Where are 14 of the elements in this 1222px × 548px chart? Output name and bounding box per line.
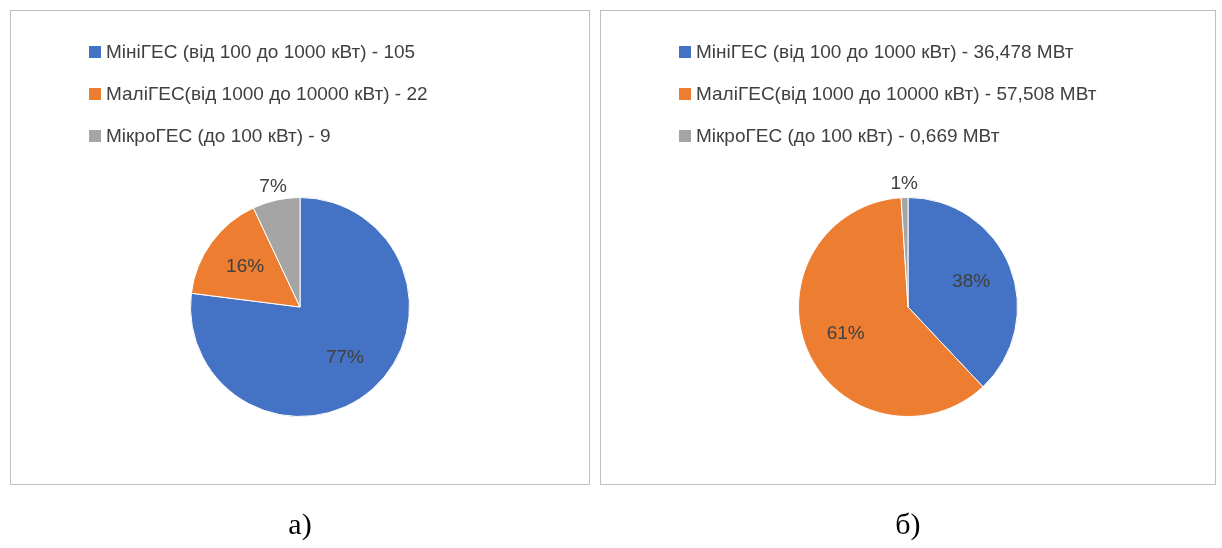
data-label: 1% — [890, 171, 918, 193]
legend-label: МініГЕС (від 100 до 1000 кВт) - 36,478 МВт — [696, 41, 1074, 63]
data-label: 77% — [325, 346, 365, 368]
data-label: 38% — [952, 270, 991, 292]
data-label: 16% — [226, 255, 265, 277]
text: а) — [287, 507, 313, 541]
legend-label: МініГЕС (від 100 до 1000 кВт) - 105 — [106, 41, 416, 63]
data-label: 61% — [826, 322, 865, 344]
legend-label: МікроГЕС (до 100 кВт) - 9 — [106, 125, 331, 147]
legend-label: МікроГЕС (до 100 кВт) - 0,669 МВт — [696, 125, 1000, 147]
legend-label: МаліГЕС(від 1000 до 10000 кВт) - 57,508 МВт — [696, 83, 1097, 105]
data-label: 7% — [259, 174, 287, 196]
text: б) — [894, 507, 922, 541]
legend-label: МаліГЕС(від 1000 до 10000 кВт) - 22 — [106, 83, 428, 105]
